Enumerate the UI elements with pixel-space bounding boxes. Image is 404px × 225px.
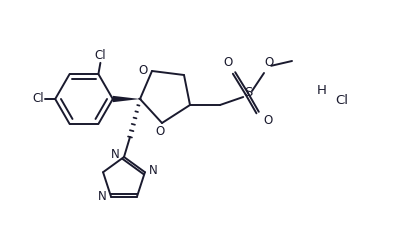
Text: N: N xyxy=(111,148,120,162)
Text: N: N xyxy=(149,164,158,177)
Text: N: N xyxy=(98,190,107,203)
Text: Cl: Cl xyxy=(335,94,349,108)
Text: O: O xyxy=(156,125,164,138)
Text: O: O xyxy=(139,65,148,77)
Text: O: O xyxy=(223,56,233,70)
Polygon shape xyxy=(113,96,140,102)
Text: H: H xyxy=(317,85,327,97)
Text: Cl: Cl xyxy=(95,49,106,62)
Text: O: O xyxy=(264,56,274,70)
Text: Cl: Cl xyxy=(32,92,44,106)
Text: S: S xyxy=(244,86,252,99)
Text: O: O xyxy=(263,115,273,128)
